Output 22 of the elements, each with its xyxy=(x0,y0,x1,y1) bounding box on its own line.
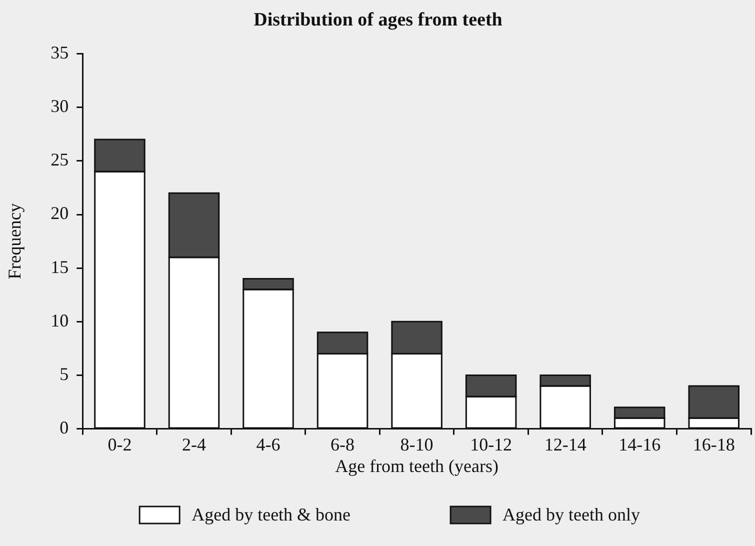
x-tick-label: 10-12 xyxy=(470,434,512,454)
y-tick-label: 30 xyxy=(50,96,69,116)
x-tick-label: 8-10 xyxy=(400,434,434,454)
y-tick-label: 20 xyxy=(50,203,69,224)
x-tick-label: 14-16 xyxy=(618,434,661,454)
y-tick-label: 25 xyxy=(50,150,69,170)
legend-label: Aged by teeth & bone xyxy=(192,504,351,525)
x-tick-label: 16-18 xyxy=(692,434,735,454)
chart-title: Distribution of ages from teeth xyxy=(254,9,503,30)
legend-label: Aged by teeth only xyxy=(502,504,640,525)
y-tick-label: 5 xyxy=(60,364,69,384)
x-tick-label: 12-14 xyxy=(544,434,586,454)
y-tick-label: 15 xyxy=(50,256,69,277)
y-axis-title: Frequency xyxy=(4,203,25,280)
x-tick-label: 6-8 xyxy=(330,434,355,454)
y-tick-label: 0 xyxy=(60,418,69,438)
y-tick-label: 35 xyxy=(50,42,69,63)
x-axis-title: Age from teeth (years) xyxy=(335,456,499,476)
x-tick-label: 0-2 xyxy=(108,434,132,454)
x-tick-label: 4-6 xyxy=(256,434,280,454)
x-tick-label: 2-4 xyxy=(182,434,206,454)
y-tick-label: 10 xyxy=(50,310,69,330)
